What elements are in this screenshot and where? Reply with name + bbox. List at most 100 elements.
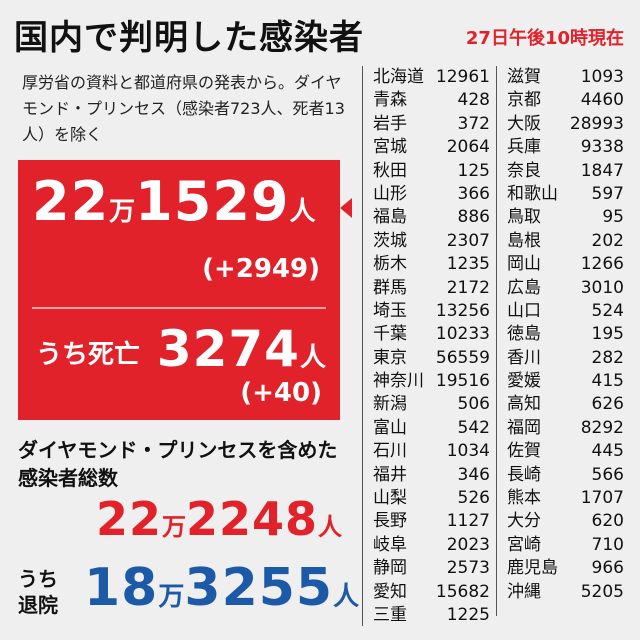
prefecture-count: 2573 <box>446 558 490 579</box>
prefecture-name: 神奈川 <box>373 371 424 392</box>
prefecture-row: 熊本 1707 <box>497 487 630 510</box>
prefecture-count: 2307 <box>446 230 490 251</box>
prefecture-count: 366 <box>457 183 490 204</box>
prefecture-count: 202 <box>591 230 624 251</box>
prefecture-row: 香川 282 <box>497 347 630 370</box>
prefecture-count: 10233 <box>435 324 490 345</box>
prefecture-name: 沖縄 <box>507 581 541 602</box>
prefecture-row: 長崎 566 <box>497 464 630 487</box>
prefecture-count: 1707 <box>580 488 624 509</box>
prefecture-name: 岡山 <box>507 254 541 275</box>
prefecture-row: 石川 1034 <box>363 440 496 463</box>
prefecture-count: 95 <box>602 207 624 228</box>
prefecture-name: 三重 <box>373 604 407 625</box>
combined-rest-value: 2248 <box>185 492 318 546</box>
prefecture-count: 28993 <box>569 113 624 134</box>
prefecture-count: 3010 <box>580 277 624 298</box>
prefecture-name: 和歌山 <box>507 183 558 204</box>
deaths-label: うち死亡 <box>36 340 141 370</box>
total-delta: (+2949) <box>202 254 320 284</box>
prefecture-name: 岐阜 <box>373 534 407 555</box>
deaths-delta: (+40) <box>240 378 322 408</box>
page-title: 国内で判明した感染者 <box>14 18 364 58</box>
prefecture-count: 56559 <box>435 347 490 368</box>
prefecture-name: 青森 <box>373 90 407 111</box>
prefecture-column-east: 北海道 12961 青森 428 岩手 372 宮城 2064 秋田 125 山形 366 福島 886 茨… <box>363 66 497 625</box>
prefecture-name: 宮崎 <box>507 534 541 555</box>
total-man-value: 22 <box>32 170 110 233</box>
prefecture-count: 195 <box>591 324 624 345</box>
prefecture-count: 542 <box>457 417 490 438</box>
combined-label: ダイヤモンド・プリンセスを含めた感染者総数 <box>18 438 338 490</box>
deaths-number: 3274 <box>156 320 300 378</box>
prefecture-row: 千葉 10233 <box>363 323 496 346</box>
combined-unit: 人 <box>318 513 342 541</box>
prefecture-row: 青森 428 <box>363 89 496 112</box>
recovered-man-unit: 万 <box>158 582 185 612</box>
prefecture-row: 宮崎 710 <box>497 534 630 557</box>
prefecture-name: 東京 <box>373 347 407 368</box>
combined-total: 22万2248人 <box>96 492 342 546</box>
prefecture-name: 長野 <box>373 511 407 532</box>
prefecture-count: 15682 <box>435 581 490 602</box>
prefecture-count: 1093 <box>580 67 624 87</box>
prefecture-row: 神奈川 19516 <box>363 370 496 393</box>
prefecture-count: 506 <box>457 394 490 415</box>
prefecture-row: 和歌山 597 <box>497 183 630 206</box>
prefecture-row: 東京 56559 <box>363 347 496 370</box>
prefecture-name: 広島 <box>507 277 541 298</box>
prefecture-name: 京都 <box>507 90 541 111</box>
deaths-value: 3274人 <box>157 320 326 378</box>
prefecture-row: 愛知 15682 <box>363 581 496 604</box>
prefecture-row: 佐賀 445 <box>497 440 630 463</box>
prefecture-name: 新潟 <box>373 394 407 415</box>
combined-man-value: 22 <box>95 492 162 546</box>
prefecture-row: 富山 542 <box>363 417 496 440</box>
recovered-unit: 人 <box>333 582 360 612</box>
total-man-unit: 万 <box>109 197 136 227</box>
prefecture-count: 9338 <box>580 137 624 158</box>
prefecture-row: 秋田 125 <box>363 160 496 183</box>
prefecture-name: 愛媛 <box>507 371 541 392</box>
prefecture-row: 兵庫 9338 <box>497 136 630 159</box>
prefecture-name: 岩手 <box>373 113 407 134</box>
prefecture-name: 山梨 <box>373 488 407 509</box>
prefecture-name: 山形 <box>373 183 407 204</box>
prefecture-row: 埼玉 13256 <box>363 300 496 323</box>
prefecture-name: 島根 <box>507 230 541 251</box>
prefecture-name: 埼玉 <box>373 300 407 321</box>
prefecture-count: 346 <box>457 464 490 485</box>
prefecture-count: 526 <box>457 488 490 509</box>
prefecture-count: 626 <box>591 394 624 415</box>
prefecture-name: 熊本 <box>507 488 541 509</box>
prefecture-row: 奈良 1847 <box>497 160 630 183</box>
prefecture-name: 福井 <box>373 464 407 485</box>
prefecture-name: 徳島 <box>507 324 541 345</box>
prefecture-count: 2023 <box>446 534 490 555</box>
prefecture-row: 北海道 12961 <box>363 66 496 89</box>
prefecture-row: 群馬 2172 <box>363 277 496 300</box>
prefecture-row: 福井 346 <box>363 464 496 487</box>
prefecture-count: 966 <box>591 558 624 579</box>
source-note: 厚労省の資料と都道府県の発表から。ダイヤモンド・プリンセス（感染者723人、死者… <box>22 73 345 144</box>
recovered-rest-value: 3255 <box>184 558 334 618</box>
prefecture-count: 372 <box>457 113 490 134</box>
prefecture-name: 高知 <box>507 394 541 415</box>
prefecture-row: 福島 886 <box>363 206 496 229</box>
prefecture-count: 1127 <box>446 511 490 532</box>
prefecture-name: 宮城 <box>373 137 407 158</box>
prefecture-name: 滋賀 <box>507 67 541 87</box>
recovered-label-text: うち退院 <box>18 567 58 617</box>
prefecture-name: 大阪 <box>507 113 541 134</box>
prefecture-name: 栃木 <box>373 254 407 275</box>
prefecture-row: 福岡 8292 <box>497 417 630 440</box>
prefecture-row: 三重 1225 <box>363 604 496 627</box>
prefecture-count: 125 <box>457 160 490 181</box>
prefecture-row: 岡山 1266 <box>497 253 630 276</box>
divider <box>32 307 326 309</box>
prefecture-count: 1847 <box>580 160 624 181</box>
prefecture-row: 新潟 506 <box>363 393 496 416</box>
prefecture-name: 鹿児島 <box>507 558 558 579</box>
prefecture-count: 445 <box>591 441 624 462</box>
prefecture-table: 北海道 12961 青森 428 岩手 372 宮城 2064 秋田 125 山形 366 福島 886 茨… <box>362 66 629 626</box>
